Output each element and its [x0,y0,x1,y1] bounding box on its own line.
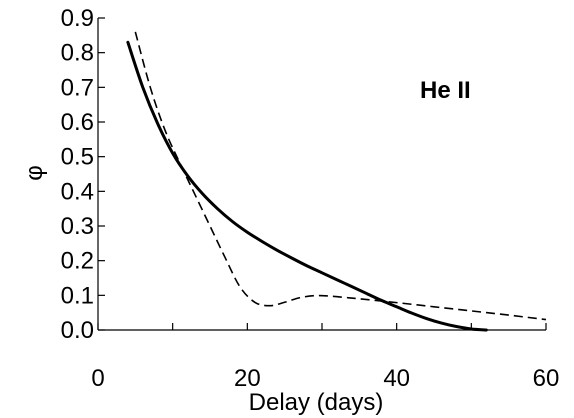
y-tick-label: 0.3 [61,213,94,240]
annotation-he-ii: He II [420,77,471,104]
y-tick-label: 0.2 [61,248,94,275]
y-tick-label: 0.4 [61,178,94,205]
y-tick-label: 0.0 [61,317,94,344]
y-tick-label: 0.9 [61,5,94,32]
x-tick-label: 20 [234,365,261,392]
x-tick-label: 60 [533,365,560,392]
y-axis-label: φ [21,165,48,181]
axes-layer: 0.0 0.1 0.2 0.3 0.4 0.5 0.6 0.7 0.8 0.9 0 20 40 60 [61,5,560,392]
x-tick-label: 0 [91,365,104,392]
labels-layer: He II Delay (days) φ [21,77,471,416]
y-tick-label: 0.6 [61,109,94,136]
x-tick-label: 40 [383,365,410,392]
solid-series-line [126,40,488,332]
dashed-series-line [134,31,547,321]
y-tick-label: 0.7 [61,74,94,101]
y-tick-label: 0.5 [61,144,94,171]
y-tick-label: 0.8 [61,40,94,67]
y-tick-label: 0.1 [61,282,94,309]
x-axis-label: Delay (days) [249,389,384,416]
series-layer [126,31,547,332]
